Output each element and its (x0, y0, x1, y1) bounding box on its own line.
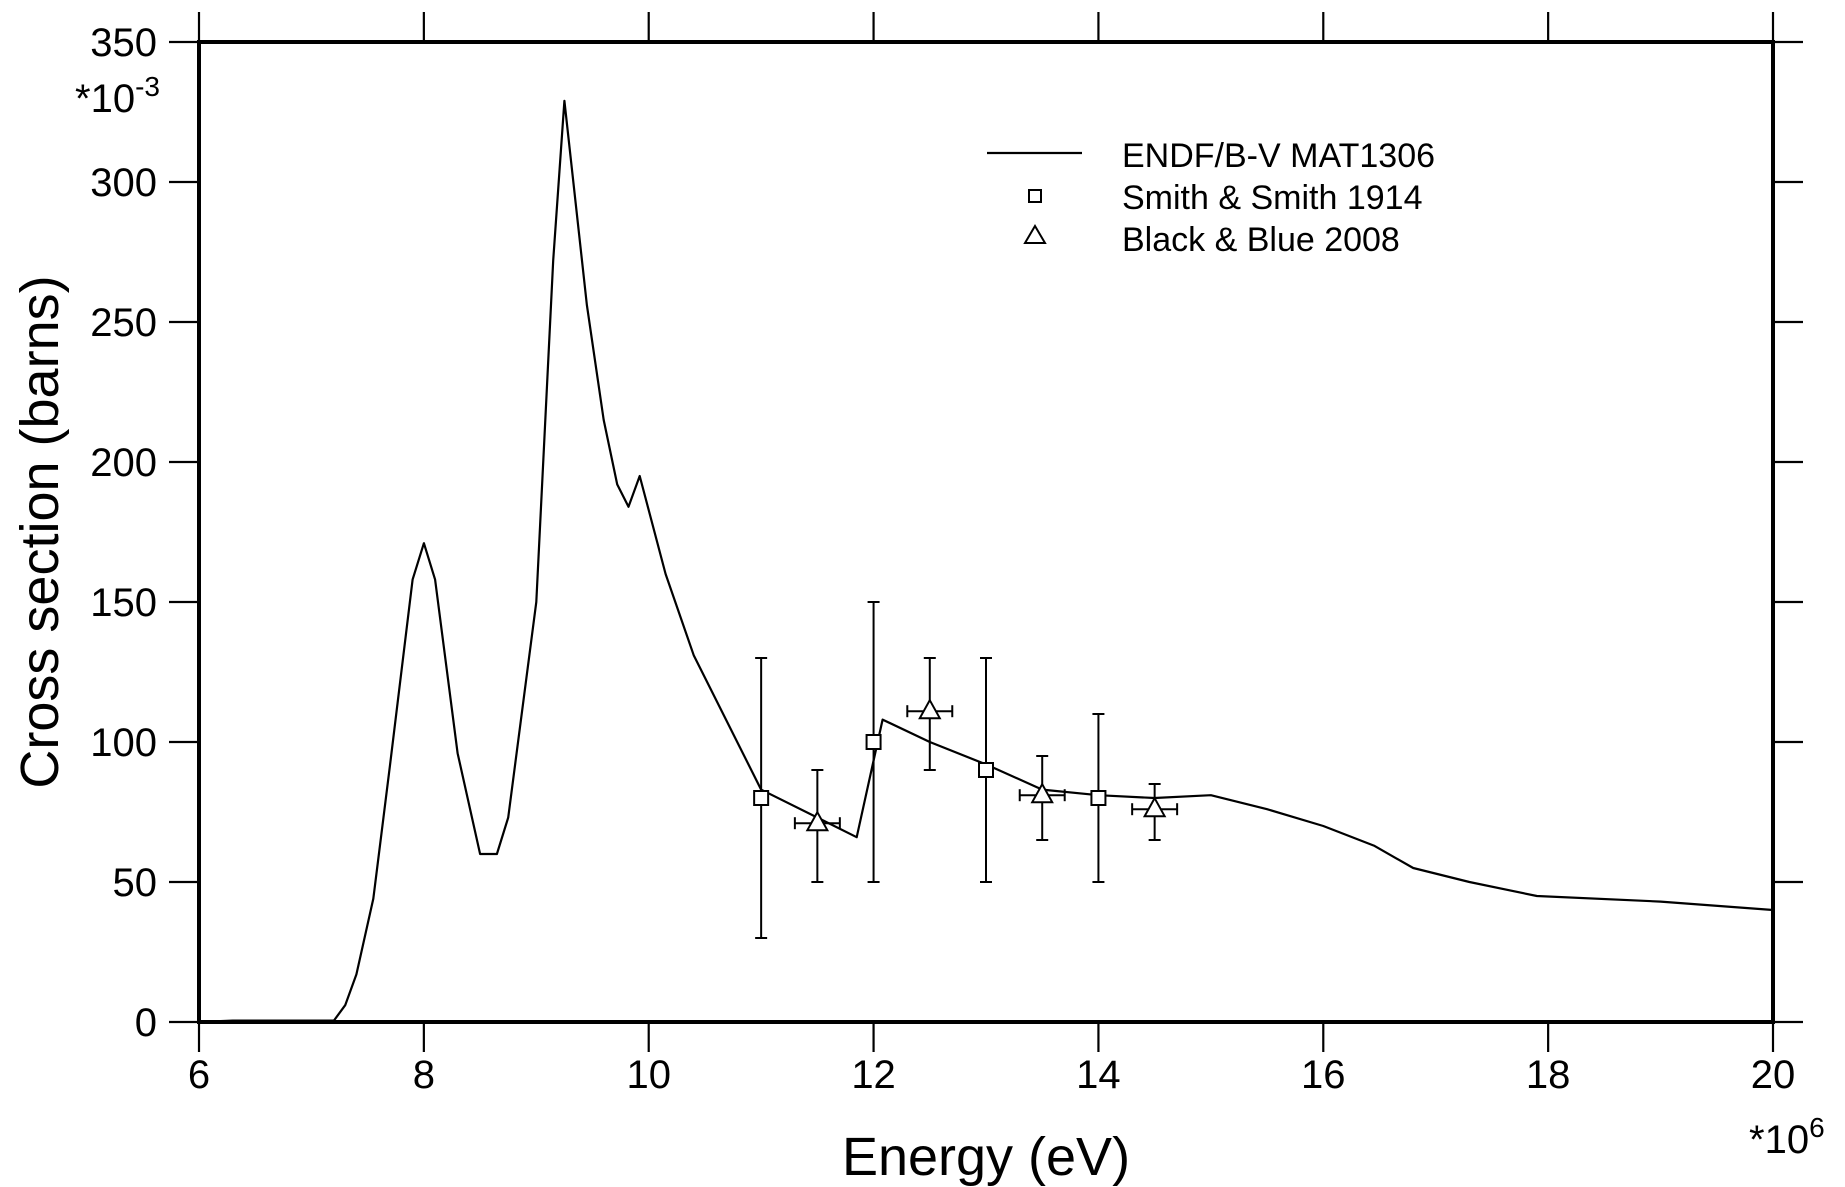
y-tick-label: 50 (113, 861, 158, 905)
black-triangle-marker (805, 810, 830, 832)
x-tick-label: 14 (1076, 1053, 1121, 1097)
x-tick-label: 16 (1301, 1053, 1346, 1097)
x-tick-label: 18 (1526, 1053, 1571, 1097)
data-points-layer (753, 601, 1179, 939)
y-tick-label: 150 (90, 581, 157, 625)
endf-curve-line (198, 99, 1774, 1024)
y-tick-label: 300 (90, 161, 157, 205)
x-tick-label: 12 (851, 1053, 896, 1097)
smith-square-marker (1090, 790, 1107, 806)
y-tick-label: 0 (135, 1001, 157, 1045)
y-multiplier-exponent: -3 (135, 71, 160, 102)
y-tick-label: 200 (90, 441, 157, 485)
x-multiplier-exponent: 6 (1809, 1112, 1825, 1143)
black-triangle-marker (1030, 782, 1054, 804)
legend: ENDF/B-V MAT1306 Smith & Smith 1914 Blac… (987, 137, 1435, 259)
smith-square-marker (753, 790, 770, 806)
x-multiplier-label: *106 (1749, 1112, 1825, 1162)
x-tick-label: 20 (1751, 1053, 1796, 1097)
x-multiplier-base: *10 (1749, 1118, 1809, 1162)
legend-triangle-marker (1023, 224, 1047, 244)
smith-square-marker (865, 734, 882, 750)
x-axis-label: Energy (eV) (842, 1127, 1130, 1187)
plot-frame (197, 40, 1775, 1024)
black-triangle-marker (1142, 796, 1167, 818)
y-tick-label: 250 (90, 301, 157, 345)
black-triangle-marker (918, 698, 942, 720)
y-tick-label: 100 (90, 721, 157, 765)
legend-label-endf: ENDF/B-V MAT1306 (1122, 137, 1435, 175)
legend-square-marker (1028, 189, 1042, 203)
smith-square-marker (978, 762, 994, 778)
legend-label-black: Black & Blue 2008 (1122, 221, 1400, 259)
y-multiplier-base: *10 (75, 77, 135, 121)
legend-label-smith: Smith & Smith 1914 (1122, 179, 1422, 217)
y-multiplier-label: *10-3 (75, 71, 160, 121)
axis-ticks (169, 12, 1803, 1052)
x-tick-label: 10 (626, 1053, 671, 1097)
y-tick-label: 350 (90, 21, 157, 65)
endf-curve-layer (198, 99, 1774, 1024)
y-axis-label: Cross section (barns) (10, 275, 70, 788)
x-tick-label: 8 (413, 1053, 435, 1097)
x-tick-label: 6 (188, 1053, 210, 1097)
